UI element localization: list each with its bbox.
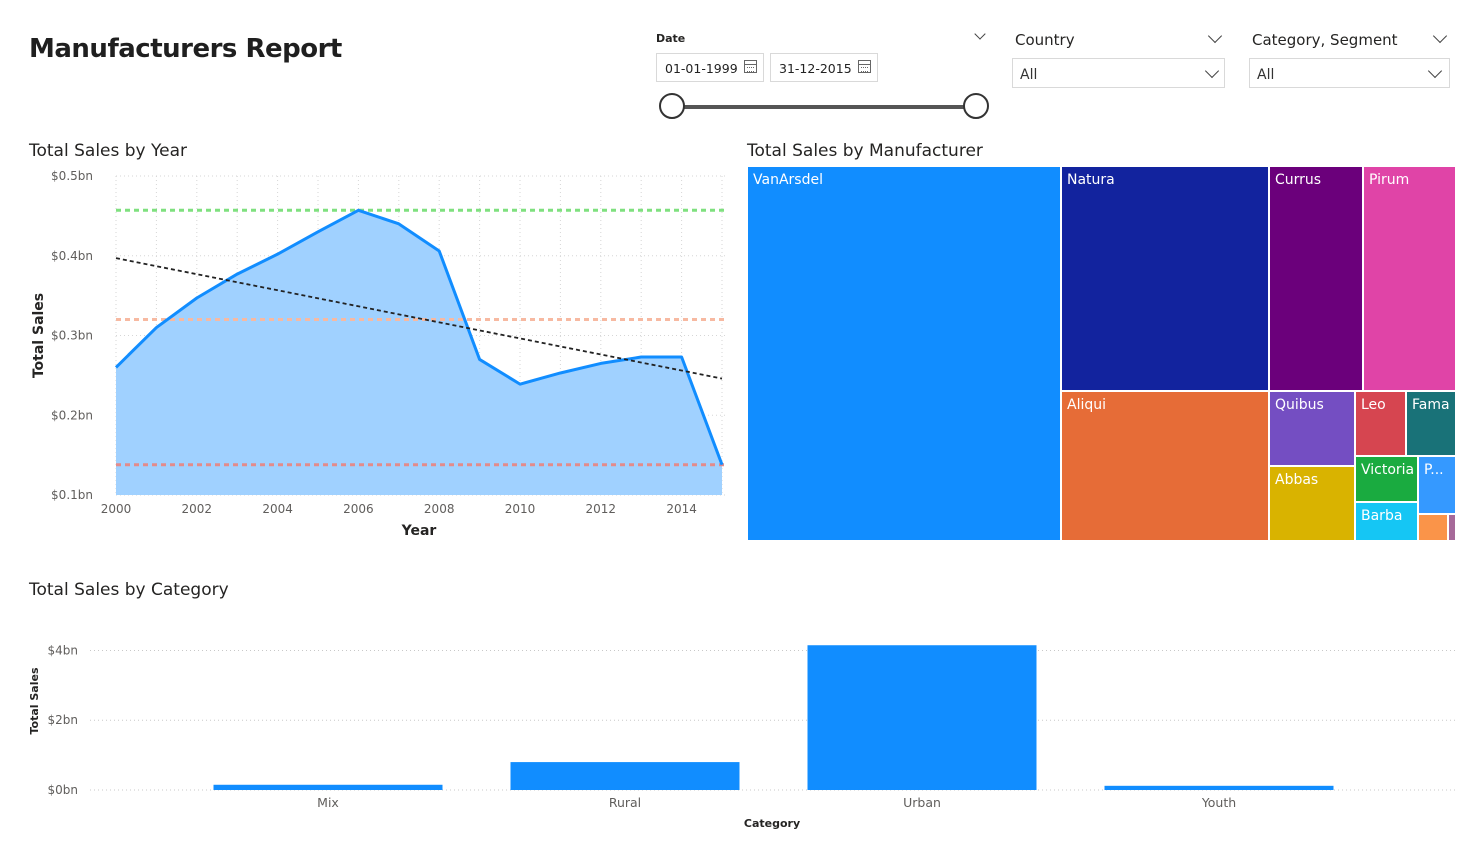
treemap-tile-natura[interactable]: Natura	[1061, 166, 1269, 391]
bar-youth	[1104, 785, 1334, 790]
treemap-tile-quibus[interactable]: Quibus	[1269, 391, 1355, 466]
treemap-tile-abbas[interactable]: Abbas	[1269, 466, 1355, 541]
x-tick-label: 2006	[343, 502, 374, 516]
treemap-tile-label: VanArsdel	[753, 172, 823, 188]
chevron-down-icon[interactable]	[1427, 63, 1443, 79]
y-tick-label: $0.5bn	[51, 169, 93, 183]
bar-urban	[807, 645, 1037, 790]
y-axis-title: Total Sales	[31, 293, 47, 378]
sales-by-category-title: Total Sales by Category	[29, 580, 229, 600]
category-segment-slicer-label: Category, Segment	[1252, 31, 1398, 49]
date-range-end-handle[interactable]	[963, 93, 989, 119]
date-range-track[interactable]	[672, 105, 972, 109]
sales-by-year-chart[interactable]: $0.1bn $0.2bn $0.3bn $0.4bn $0.5bn 2000 2002 20…	[0, 0, 740, 560]
trend-line	[115, 257, 723, 380]
date-slicer-label: Date	[656, 32, 686, 45]
x-tick-label: Urban	[903, 795, 941, 810]
date-start-input[interactable]: 01-01-1999	[656, 53, 764, 82]
treemap-tile-small[interactable]	[1448, 514, 1456, 541]
date-slicer: Date 01-01-1999 31-12-2015	[650, 26, 995, 126]
page-title: Manufacturers Report	[29, 34, 342, 64]
x-tick-label: Youth	[1201, 795, 1236, 810]
x-tick-label: 2012	[586, 502, 617, 516]
category-segment-slicer: Category, Segment All	[1249, 28, 1454, 90]
treemap-tile-victoria[interactable]: Victoria	[1355, 456, 1418, 502]
sales-by-year-title: Total Sales by Year	[29, 141, 188, 161]
date-range-start-handle[interactable]	[659, 93, 685, 119]
treemap-tile-label: P...	[1424, 462, 1444, 478]
date-end-value: 31-12-2015	[779, 61, 852, 76]
country-slicer: Country All	[1012, 28, 1227, 90]
y-tick-label: $2bn	[48, 713, 79, 727]
y-tick-label: $0.2bn	[51, 408, 93, 422]
country-slicer-label: Country	[1015, 31, 1075, 49]
chevron-down-icon[interactable]	[1207, 28, 1223, 44]
x-axis-title: Year	[401, 523, 437, 539]
y-tick-label: $0.4bn	[51, 249, 93, 263]
x-axis-title: Category	[744, 817, 800, 830]
treemap-tile-label: Aliqui	[1067, 397, 1107, 413]
treemap-tile-label: Leo	[1361, 397, 1386, 413]
treemap-tile-fama[interactable]: Fama	[1406, 391, 1456, 456]
x-tick-label: Mix	[317, 795, 339, 810]
sales-by-manufacturer-title: Total Sales by Manufacturer	[747, 141, 983, 161]
bar-mix	[213, 784, 443, 790]
chevron-down-icon[interactable]	[1432, 28, 1448, 44]
treemap-tile-pirum[interactable]: Pirum	[1363, 166, 1456, 391]
x-tick-label: 2002	[182, 502, 213, 516]
date-start-value: 01-01-1999	[665, 61, 738, 76]
x-tick-label: 2000	[101, 502, 132, 516]
treemap-tile-label: Quibus	[1275, 397, 1324, 413]
y-tick-label: $4bn	[48, 643, 79, 657]
calendar-icon[interactable]	[858, 60, 871, 73]
date-end-input[interactable]: 31-12-2015	[770, 53, 878, 82]
treemap-tile-label: Currus	[1275, 172, 1322, 188]
x-tick-label: Rural	[609, 795, 641, 810]
x-tick-label: 2014	[666, 502, 697, 516]
country-dropdown-value: All	[1020, 67, 1038, 83]
calendar-icon[interactable]	[744, 60, 757, 73]
treemap-tile-leo[interactable]: Leo	[1355, 391, 1406, 456]
treemap-tile-p[interactable]: P...	[1418, 456, 1456, 514]
y-axis-title: Total Sales	[28, 667, 41, 734]
country-dropdown[interactable]: All	[1012, 58, 1225, 88]
sales-area	[116, 210, 722, 496]
treemap-tile-small[interactable]	[1418, 514, 1448, 541]
category-segment-dropdown[interactable]: All	[1249, 58, 1450, 88]
y-tick-label: $0.3bn	[51, 329, 93, 343]
treemap-tile-label: Fama	[1412, 397, 1450, 413]
treemap-tile-barba[interactable]: Barba	[1355, 502, 1418, 541]
x-tick-label: 2010	[505, 502, 536, 516]
treemap-tile-aliqui[interactable]: Aliqui	[1061, 391, 1269, 541]
treemap-tile-label: Victoria	[1361, 462, 1415, 478]
treemap-tile-label: Abbas	[1275, 472, 1319, 488]
treemap-tile-vanarsdel[interactable]: VanArsdel	[747, 166, 1061, 541]
category-segment-dropdown-value: All	[1257, 67, 1275, 83]
sales-line	[114, 208, 724, 466]
x-tick-label: 2008	[424, 502, 455, 516]
treemap-tile-label: Pirum	[1369, 172, 1410, 188]
treemap-tile-currus[interactable]: Currus	[1269, 166, 1363, 391]
sales-by-category-chart[interactable]: $0bn $2bn $4bn Mix Rural Urban Youth Category To…	[0, 600, 1482, 840]
treemap-tile-label: Natura	[1067, 172, 1115, 188]
x-tick-label: 2004	[262, 502, 293, 516]
chevron-down-icon[interactable]	[974, 28, 986, 40]
chevron-down-icon[interactable]	[1204, 63, 1220, 79]
bar-rural	[510, 762, 740, 790]
y-tick-label: $0bn	[48, 783, 79, 797]
sales-by-manufacturer-treemap[interactable]: VanArsdel Natura Currus Pirum Aliqui Quibus Le…	[747, 166, 1456, 541]
treemap-tile-label: Barba	[1361, 508, 1403, 524]
y-tick-label: $0.1bn	[51, 488, 93, 502]
